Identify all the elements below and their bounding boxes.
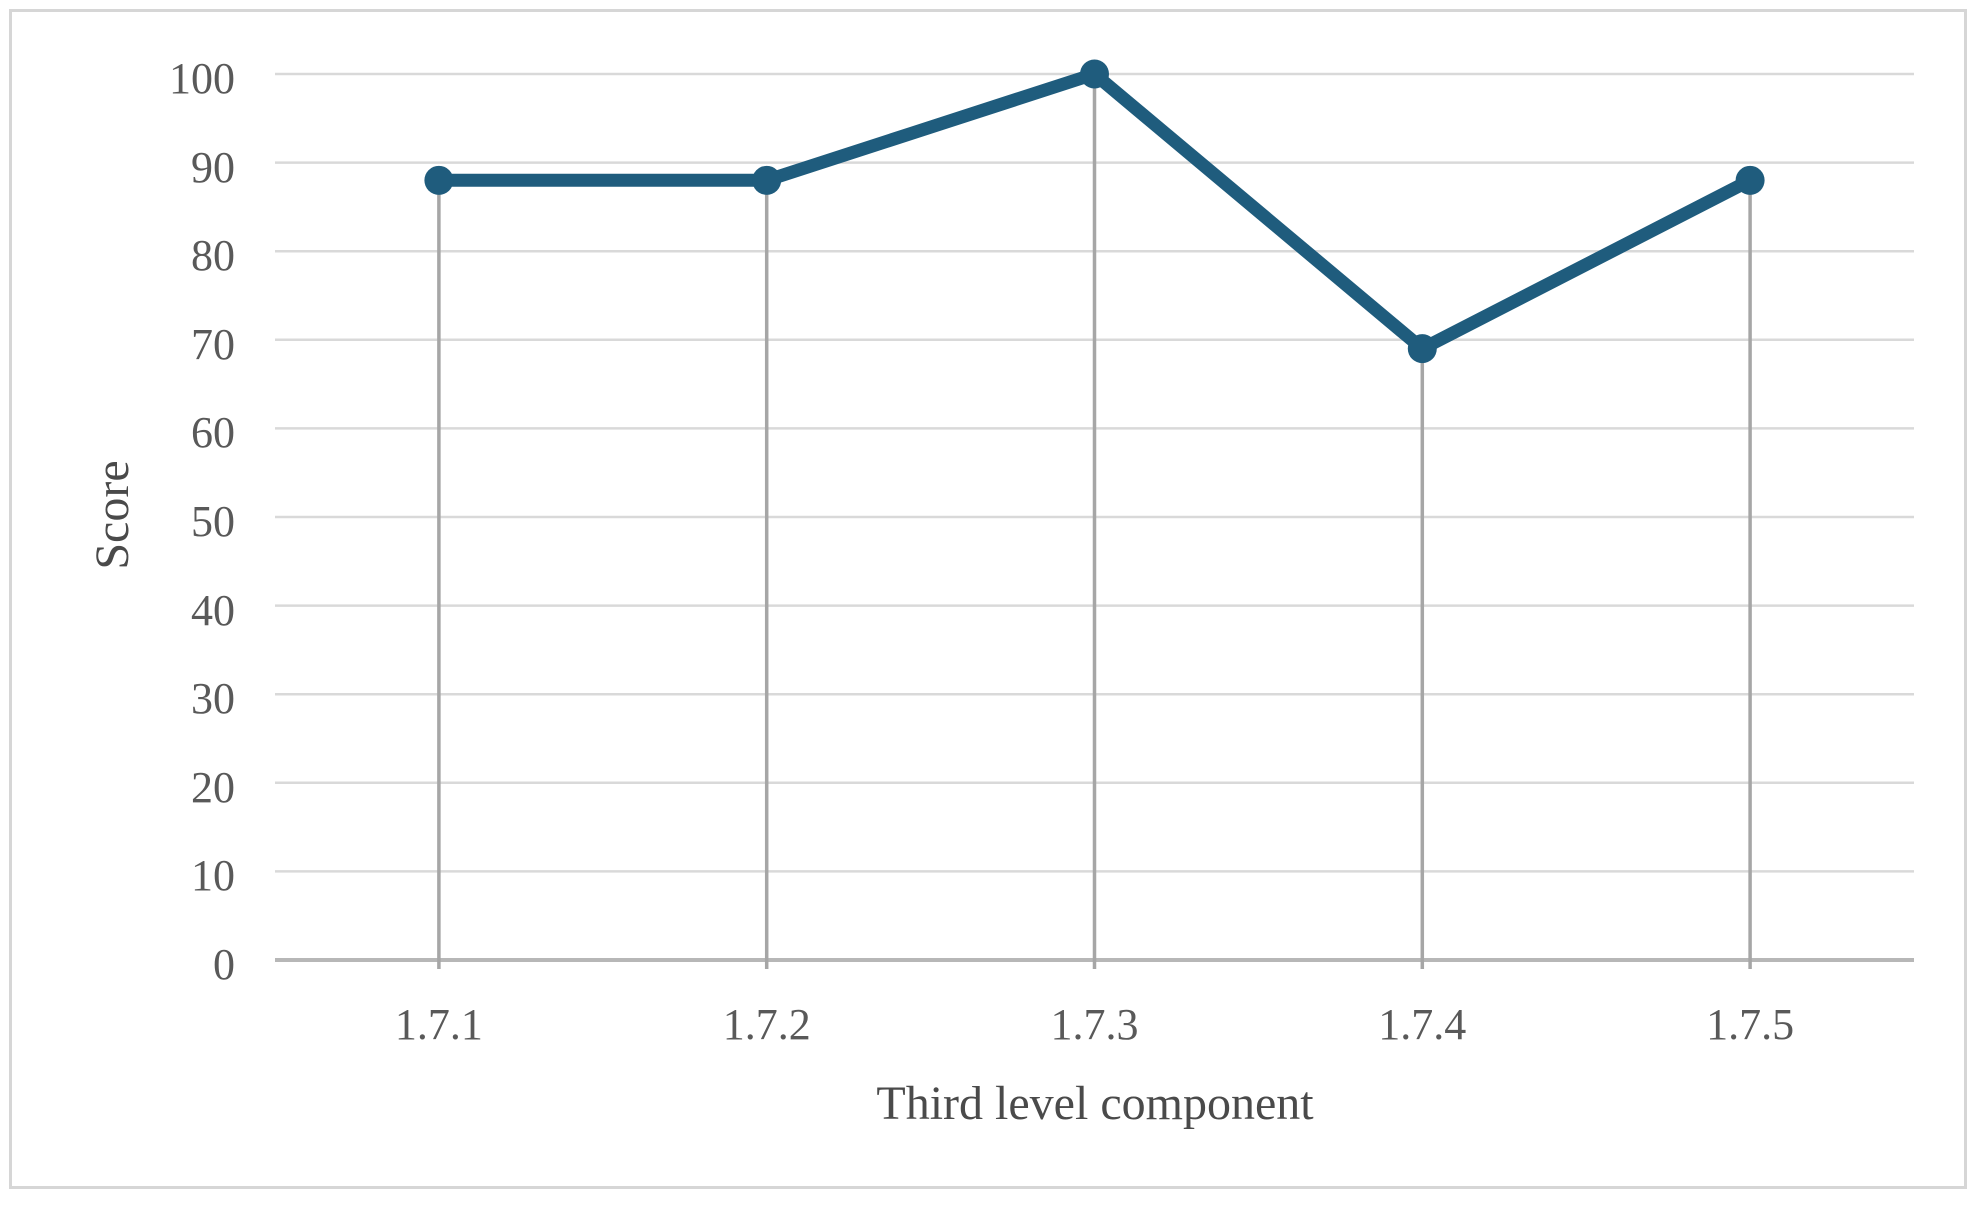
x-tick-label: 1.7.1 bbox=[394, 1000, 483, 1049]
y-tick-label: 10 bbox=[191, 851, 235, 901]
data-point-marker bbox=[1080, 59, 1109, 89]
y-tick-label: 20 bbox=[191, 762, 235, 812]
y-tick-label: 60 bbox=[191, 408, 235, 458]
x-tick-label: 1.7.5 bbox=[1706, 1000, 1795, 1049]
x-tick-label: 1.7.4 bbox=[1378, 1000, 1467, 1049]
x-axis-title: Third level component bbox=[876, 1077, 1314, 1130]
data-point-marker bbox=[752, 165, 782, 195]
data-point-marker bbox=[1735, 165, 1765, 195]
x-tick-label: 1.7.2 bbox=[722, 1000, 811, 1049]
y-tick-label: 30 bbox=[191, 674, 235, 724]
y-tick-label: 80 bbox=[191, 231, 235, 281]
y-tick-label: 70 bbox=[191, 319, 235, 369]
y-tick-label: 0 bbox=[213, 940, 235, 989]
data-point-marker bbox=[424, 165, 454, 195]
y-tick-label: 40 bbox=[191, 585, 235, 635]
y-tick-label: 90 bbox=[191, 142, 235, 192]
x-tick-label: 1.7.3 bbox=[1050, 1000, 1139, 1049]
data-point-marker bbox=[1407, 334, 1437, 364]
y-tick-label: 50 bbox=[191, 497, 235, 546]
y-tick-label: 100 bbox=[169, 54, 235, 103]
chart-frame bbox=[9, 9, 1967, 1189]
